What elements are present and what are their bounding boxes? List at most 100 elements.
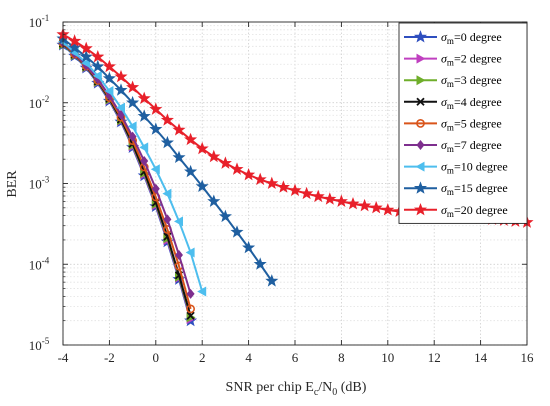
data-point [127, 121, 137, 132]
data-point [369, 200, 383, 214]
data-point [128, 131, 137, 142]
legend-label: σm=2 degree [441, 52, 502, 68]
legend: σm=0 degree σm=2 degree σm=3 degree σm=4 de… [398, 22, 528, 224]
x-tick-label: 16 [521, 350, 535, 365]
data-point [174, 216, 183, 227]
y-axis-label: BER [5, 170, 20, 198]
legend-label: σm=5 degree [441, 116, 502, 132]
data-point [137, 91, 151, 105]
legend-swatch-marker [416, 53, 426, 64]
x-tick-label: 10 [381, 350, 394, 365]
data-point [92, 70, 102, 81]
data-point [150, 164, 160, 175]
data-point [230, 162, 244, 175]
data-point [323, 192, 337, 205]
legend-entry: σm=15 degree [404, 181, 508, 197]
data-point [91, 59, 105, 73]
legend-entry: σm=2 degree [404, 52, 502, 68]
data-point [102, 59, 116, 73]
data-point [139, 142, 149, 153]
series-6 [58, 36, 207, 297]
legend-entry: σm=20 degree [404, 203, 508, 219]
data-point [346, 196, 360, 210]
data-point [265, 176, 279, 190]
y-tick-label: 10-5 [29, 336, 50, 353]
legend-swatch-marker [413, 181, 428, 194]
x-tick-label: -4 [58, 350, 69, 365]
x-tick-label: 12 [428, 350, 441, 365]
data-point [358, 198, 372, 212]
data-point [253, 172, 267, 186]
x-tick-label: 14 [474, 350, 488, 365]
data-point [207, 149, 221, 163]
y-tick-label: 10-1 [29, 13, 50, 30]
legend-swatch-marker [413, 30, 428, 43]
data-point [126, 80, 140, 93]
legend-label: σm=4 degree [441, 95, 502, 111]
data-point [160, 135, 174, 149]
legend-swatch-marker [416, 97, 425, 106]
legend-entry: σm=0 degree [404, 30, 502, 46]
data-point [151, 183, 160, 194]
data-point [163, 214, 172, 225]
series-7 [56, 31, 279, 287]
data-point [137, 109, 151, 122]
x-tick-label: 8 [338, 350, 345, 365]
legend-swatch-marker [416, 119, 425, 128]
legend-swatch-marker [416, 75, 426, 86]
data-point [197, 286, 207, 297]
legend-label: σm=20 degree [441, 203, 508, 219]
data-point [186, 288, 195, 299]
data-point [79, 41, 93, 55]
data-point [300, 186, 314, 200]
legend-entry: σm=4 degree [404, 95, 502, 111]
data-point [126, 95, 140, 109]
data-point [149, 122, 163, 135]
y-tick-label: 10-4 [29, 255, 50, 272]
data-point [102, 71, 116, 84]
legend-label: σm=0 degree [441, 30, 502, 46]
x-tick-label: 4 [245, 350, 252, 365]
data-point [140, 155, 149, 166]
data-point [172, 150, 186, 164]
data-point [195, 179, 209, 192]
data-point [149, 102, 163, 115]
x-tick-label: 0 [153, 350, 160, 365]
data-point [230, 225, 244, 238]
x-tick-label: 2 [199, 350, 206, 365]
data-point [381, 203, 395, 216]
data-point [334, 194, 348, 207]
x-tick-label: -2 [104, 350, 115, 365]
data-point [114, 69, 128, 83]
data-point [114, 83, 128, 96]
legend-label: σm=7 degree [441, 138, 502, 154]
data-point [186, 311, 195, 320]
axes: -4 -2 0 2 4 6 8 10 12 14 16 10-5 10-4 10-3 10-2 10-1 [29, 13, 534, 365]
x-axis-label: SNR per chip Ec​/N0​ (dB) [226, 380, 367, 398]
legend-swatch-marker [413, 202, 428, 216]
x-tick-label: 6 [292, 350, 299, 365]
legend-entry: σm=10 degree [404, 160, 508, 176]
data-point [68, 34, 82, 47]
data-point [91, 50, 105, 63]
legend-swatch-marker [415, 161, 425, 172]
legend-entry: σm=5 degree [404, 116, 502, 132]
data-point [186, 304, 195, 314]
data-point [207, 194, 221, 207]
legend-entry: σm=7 degree [404, 138, 502, 154]
data-point [185, 247, 195, 258]
data-point [175, 250, 183, 261]
legend-label: σm=3 degree [441, 73, 502, 89]
data-point [79, 50, 93, 63]
data-point [116, 102, 125, 113]
data-point [172, 123, 186, 136]
y-tick-label: 10-2 [29, 94, 50, 111]
legend-swatch-marker [416, 140, 425, 150]
data-point [311, 189, 325, 203]
data-point [195, 141, 209, 155]
data-point [253, 257, 267, 270]
data-point [242, 240, 256, 254]
data-point [160, 113, 174, 126]
